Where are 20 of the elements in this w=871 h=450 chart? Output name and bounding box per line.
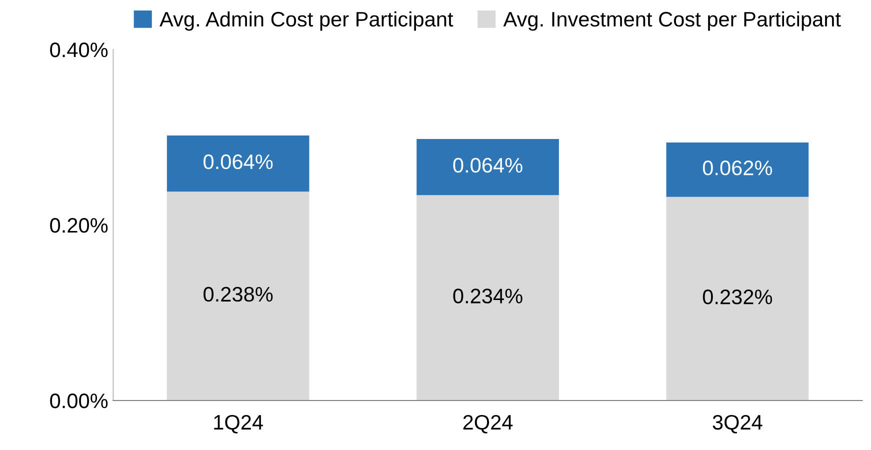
bar [666, 196, 809, 400]
bar [416, 195, 559, 400]
data-label: 0.234% [453, 288, 522, 304]
legend-label: Avg. Investment Cost per Participant [503, 11, 841, 31]
data-label: 0.064% [453, 158, 522, 173]
y-tick-label: 0.20% [50, 218, 108, 233]
bar [166, 192, 310, 400]
data-label: 0.238% [204, 286, 273, 302]
data-label: 0.062% [702, 160, 772, 176]
bar [416, 139, 559, 196]
x-tick-label: 2Q24 [463, 414, 513, 434]
x-tick-label: 3Q24 [712, 414, 762, 434]
bar [666, 142, 809, 197]
x-tick-label: 1Q24 [214, 414, 263, 434]
data-label: 0.232% [702, 290, 772, 304]
bar [166, 135, 310, 192]
legend-label: Avg. Admin Cost per Participant [160, 11, 454, 31]
data-label: 0.064% [204, 154, 273, 170]
y-tick-label: 0.00% [50, 394, 108, 408]
y-tick-label: 0.40% [50, 42, 108, 58]
